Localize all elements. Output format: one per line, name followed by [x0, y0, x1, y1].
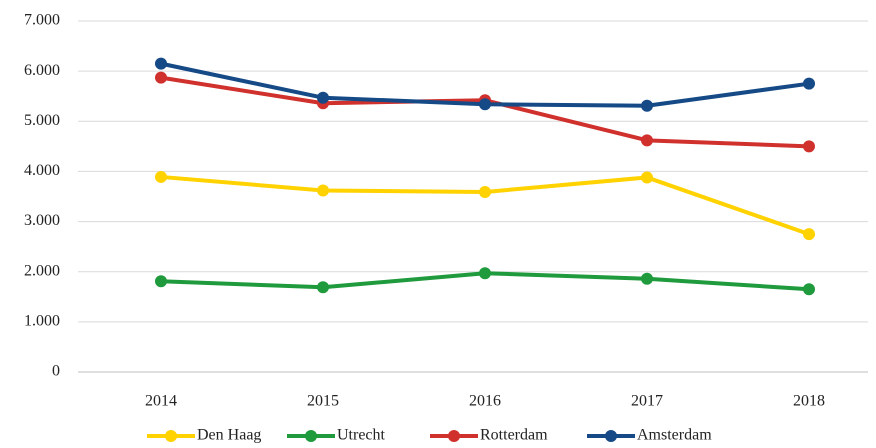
- legend-marker: [605, 430, 617, 442]
- data-point: [155, 275, 167, 288]
- y-tick-label: 4.000: [24, 162, 60, 179]
- legend-marker: [448, 430, 460, 442]
- x-tick-label: 2015: [307, 393, 339, 410]
- data-point: [641, 272, 653, 285]
- legend-marker: [305, 430, 317, 442]
- data-point: [317, 281, 329, 294]
- x-tick-label: 2018: [793, 393, 825, 410]
- legend-label: Utrecht: [337, 427, 386, 444]
- y-tick-label: 5.000: [24, 112, 60, 129]
- y-tick-label: 3.000: [24, 212, 60, 229]
- series-line: [160, 174, 810, 236]
- data-point: [317, 91, 329, 104]
- data-point: [803, 228, 815, 241]
- legend-label: Den Haag: [197, 427, 261, 444]
- data-point: [641, 134, 653, 147]
- data-point: [155, 57, 167, 70]
- y-tick-label: 2.000: [24, 262, 60, 279]
- y-tick-label: 0: [52, 363, 60, 380]
- data-point: [317, 184, 329, 197]
- data-point: [803, 283, 815, 296]
- series-line: [160, 75, 810, 149]
- data-point: [155, 170, 167, 183]
- data-point: [155, 71, 167, 84]
- data-point: [641, 99, 653, 112]
- data-point: [479, 185, 491, 198]
- data-point: [803, 140, 815, 153]
- x-tick-label: 2014: [145, 393, 177, 410]
- y-tick-label: 1.000: [24, 313, 60, 330]
- x-tick-label: 2017: [631, 393, 663, 410]
- y-tick-label: 6.000: [24, 62, 60, 79]
- data-point: [479, 267, 491, 280]
- x-tick-label: 2016: [469, 393, 501, 410]
- legend-marker: [165, 430, 177, 442]
- data-point: [479, 98, 491, 111]
- y-tick-label: 7.000: [24, 12, 60, 29]
- data-point: [803, 77, 815, 90]
- data-point: [641, 171, 653, 184]
- legend-label: Amsterdam: [637, 427, 712, 444]
- legend-label: Rotterdam: [480, 427, 548, 444]
